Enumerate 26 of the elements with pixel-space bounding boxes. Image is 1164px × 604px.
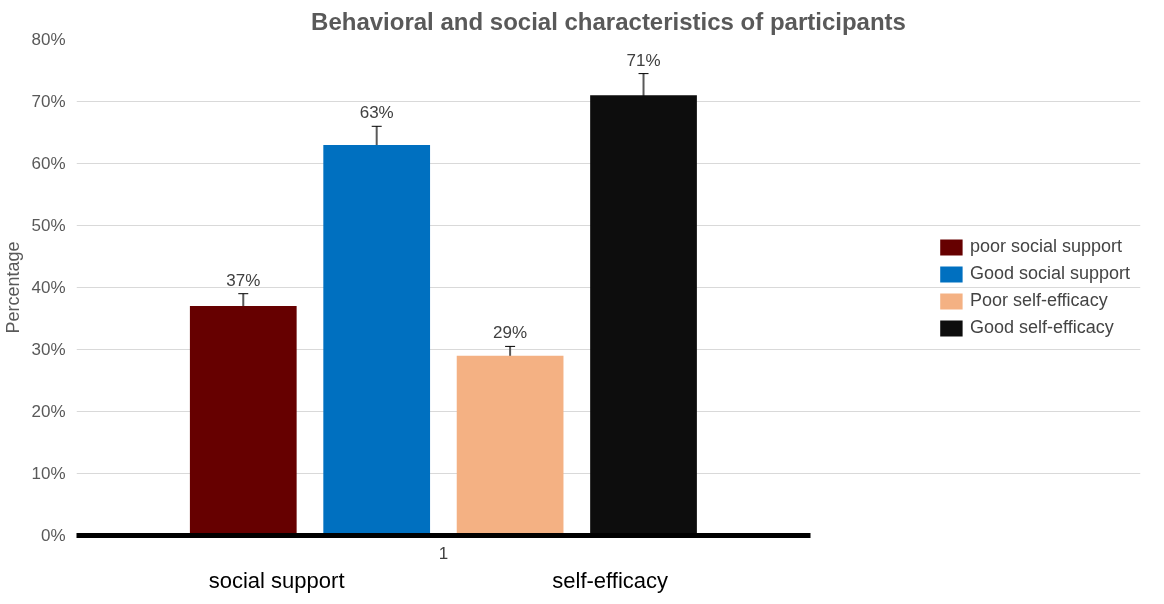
text: self-efficacy bbox=[552, 567, 669, 593]
y-tick-label: 60% bbox=[31, 154, 66, 173]
legend-label: Good social support bbox=[969, 263, 1130, 284]
y-tick-label: 30% bbox=[31, 340, 66, 359]
bar bbox=[590, 95, 697, 536]
y-tick-label: 70% bbox=[31, 92, 66, 111]
bar bbox=[189, 306, 297, 536]
y-tick-label: 10% bbox=[31, 464, 66, 483]
legend-label: Poor self-efficacy bbox=[969, 290, 1108, 311]
data-label: 63% bbox=[359, 103, 394, 123]
bar bbox=[323, 144, 431, 536]
y-tick-label: 0% bbox=[40, 526, 66, 545]
data-label: 29% bbox=[493, 323, 528, 343]
bar bbox=[456, 355, 564, 536]
data-label: 71% bbox=[626, 50, 661, 70]
y-axis-title: Percentage bbox=[3, 241, 24, 334]
chart-title: Behavioral and social characteristics of participants bbox=[311, 7, 906, 35]
legend-label: Good self-efficacy bbox=[969, 317, 1114, 338]
text: social support bbox=[208, 567, 345, 593]
y-tick-label: 50% bbox=[31, 216, 66, 235]
y-tick-label: 40% bbox=[31, 278, 66, 297]
x-tick-label: 1 bbox=[438, 543, 449, 563]
y-tick-label: 20% bbox=[31, 402, 66, 421]
data-label: 37% bbox=[226, 270, 261, 290]
y-tick-label: 80% bbox=[31, 30, 66, 49]
legend-label: poor social support bbox=[969, 236, 1122, 257]
